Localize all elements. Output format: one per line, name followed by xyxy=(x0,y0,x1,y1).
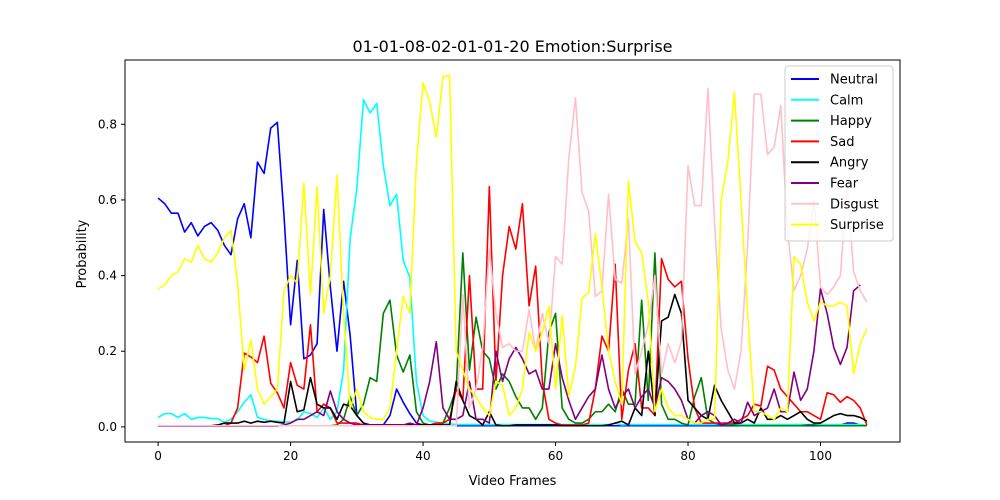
legend-label-neutral: Neutral xyxy=(830,73,878,88)
x-axis-label: Video Frames xyxy=(469,474,557,489)
x-axis: 0 20 40 60 80 100 xyxy=(154,442,832,463)
series-line-surprise xyxy=(157,74,868,424)
legend-label-happy: Happy xyxy=(830,114,872,129)
x-tick-label: 60 xyxy=(548,449,563,463)
y-tick-label: 0.8 xyxy=(98,117,117,131)
legend-frame xyxy=(784,65,894,242)
series-line-angry xyxy=(158,293,868,427)
chart-title: 01-01-08-02-01-01-20 Emotion:Surprise xyxy=(353,37,673,56)
legend-label-fear: Fear xyxy=(830,177,859,192)
y-tick-label: 0.4 xyxy=(98,269,117,283)
y-tick-label: 0.0 xyxy=(98,420,117,434)
series-lines xyxy=(157,74,868,427)
legend-label-sad: Sad xyxy=(830,135,854,150)
x-tick-label: 40 xyxy=(415,449,430,463)
y-axis-label: Probability xyxy=(75,219,90,288)
y-tick-label: 0.6 xyxy=(98,193,117,207)
x-tick-label: 20 xyxy=(283,449,298,463)
legend-label-calm: Calm xyxy=(830,93,863,108)
legend: Neutral Calm Happy Sad Angry Fear Disgust Surpr… xyxy=(784,65,894,242)
y-axis: 0.0 0.2 0.4 0.6 0.8 xyxy=(98,117,125,434)
y-tick-label: 0.2 xyxy=(98,344,117,358)
legend-label-disgust: Disgust xyxy=(830,197,879,212)
plot-area xyxy=(124,59,901,443)
x-tick-label: 80 xyxy=(680,449,695,463)
x-tick-label: 100 xyxy=(809,449,832,463)
legend-label-angry: Angry xyxy=(830,156,869,171)
legend-label-surprise: Surprise xyxy=(830,218,884,233)
x-tick-label: 0 xyxy=(154,449,162,463)
series-line-disgust xyxy=(158,87,868,427)
plot-frame xyxy=(124,59,901,443)
